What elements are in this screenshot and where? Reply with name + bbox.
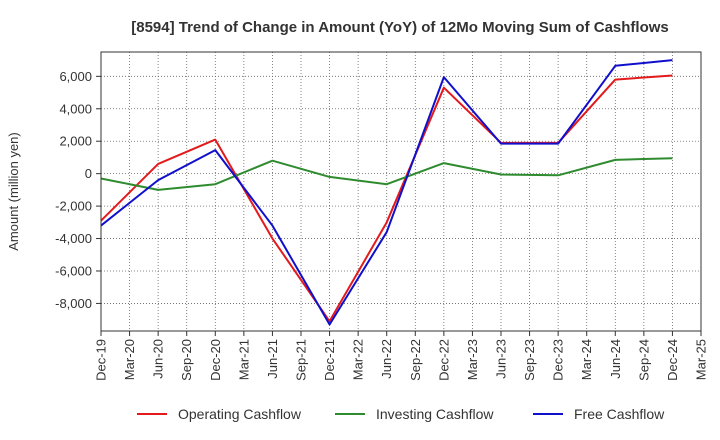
legend: Operating Cashflow Investing Cashflow Free…	[137, 406, 665, 422]
legend-label-operating-cashflow: Operating Cashflow	[178, 406, 302, 422]
x-tick-label: Jun-22	[379, 339, 394, 379]
y-tick-label: 0	[85, 166, 92, 181]
x-tick-label: Sep-21	[294, 339, 309, 381]
x-tick-label: Sep-22	[408, 339, 423, 381]
x-tick-label: Jun-20	[151, 339, 166, 379]
x-tick-label: Mar-23	[465, 339, 480, 380]
grid-lines	[101, 52, 701, 331]
x-tick-label: Jun-21	[265, 339, 280, 379]
series-line-operating-cashflow	[100, 74, 673, 323]
y-tick-label: 2,000	[59, 134, 92, 149]
x-tick-label: Mar-20	[122, 339, 137, 380]
x-tick-label: Sep-24	[636, 339, 651, 381]
x-tick-label: Sep-23	[522, 339, 537, 381]
x-tick-label: Dec-19	[94, 339, 109, 381]
x-tick-label: Dec-22	[436, 339, 451, 381]
x-tick-label: Mar-25	[694, 339, 709, 380]
y-tick-label: -4,000	[55, 231, 92, 246]
legend-label-investing-cashflow: Investing Cashflow	[376, 406, 494, 422]
x-tick-label: Dec-24	[665, 339, 680, 381]
x-tick-label: Dec-20	[208, 339, 223, 381]
x-tick-label: Sep-20	[179, 339, 194, 381]
x-tick-label: Dec-21	[322, 339, 337, 381]
y-tick-label: -8,000	[55, 296, 92, 311]
y-axis-ticks: -8,000 -6,000 -4,000 -2,000 0 2,000 4,000 6,000	[55, 69, 101, 311]
plot-area-border	[100, 51, 702, 332]
x-tick-label: Dec-23	[551, 339, 566, 381]
x-tick-label: Mar-21	[236, 339, 251, 380]
series-lines	[100, 59, 673, 326]
series-line-investing-cashflow	[100, 157, 673, 191]
y-tick-label: 4,000	[59, 101, 92, 116]
x-tick-label: Jun-24	[608, 339, 623, 379]
x-tick-label: Jun-23	[494, 339, 509, 379]
legend-label-free-cashflow: Free Cashflow	[574, 406, 665, 422]
x-tick-label: Mar-24	[579, 339, 594, 380]
y-tick-label: -2,000	[55, 199, 92, 214]
y-axis-label: Amount (million yen)	[6, 132, 21, 251]
y-tick-label: 6,000	[59, 69, 92, 84]
y-tick-label: -6,000	[55, 263, 92, 278]
x-tick-label: Mar-22	[351, 339, 366, 380]
series-line-free-cashflow	[100, 59, 673, 326]
chart-title: [8594] Trend of Change in Amount (YoY) o…	[131, 19, 669, 36]
x-axis-ticks: Dec-19 Mar-20 Jun-20 Sep-20 Dec-20 Mar-21 Jun-…	[94, 331, 709, 381]
